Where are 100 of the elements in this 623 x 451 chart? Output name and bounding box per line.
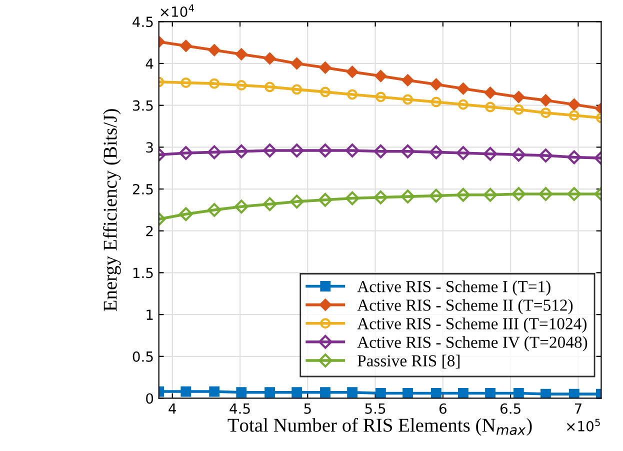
point	[180, 78, 192, 88]
point	[290, 58, 303, 70]
point	[236, 387, 247, 398]
point	[178, 146, 193, 160]
point	[513, 388, 524, 398]
legend-label: Passive RIS [8]	[358, 354, 460, 369]
point	[292, 387, 302, 398]
point	[180, 386, 192, 397]
point	[430, 96, 442, 108]
point	[429, 145, 444, 160]
legend-label: Active RIS - Scheme I (T=1)	[357, 280, 550, 296]
point	[538, 148, 553, 162]
point	[375, 388, 386, 398]
y-tick-label: 4	[146, 58, 154, 69]
point	[345, 191, 360, 206]
x-tick-label: 4.5	[230, 404, 250, 414]
x-tick-label: 5.5	[365, 404, 386, 414]
point	[458, 99, 468, 110]
point	[485, 102, 496, 112]
x-tick-label: 4	[168, 404, 176, 414]
y-tick-label: 4.5	[132, 16, 153, 28]
point	[374, 70, 387, 82]
point	[207, 203, 222, 217]
legend-label: Active RIS - Scheme II (T=512)	[357, 299, 573, 314]
point	[430, 388, 442, 398]
point	[483, 188, 498, 202]
legend-label: Active RIS - Scheme III (T=1024)	[357, 318, 586, 333]
point	[345, 144, 360, 158]
point	[402, 94, 413, 105]
point	[236, 80, 247, 90]
point	[209, 386, 220, 397]
point	[484, 86, 496, 99]
point	[207, 145, 222, 160]
point	[320, 86, 330, 98]
point	[318, 192, 332, 207]
point	[209, 78, 220, 89]
point	[567, 150, 582, 164]
point	[180, 40, 192, 52]
x-tick-label: 5	[304, 404, 311, 414]
point	[458, 388, 468, 398]
x-tick-label: 6.5	[500, 403, 520, 414]
y-tick-label: 3.5	[132, 100, 153, 111]
point	[540, 108, 551, 118]
x-tick-label: 6	[439, 403, 446, 414]
point	[400, 144, 415, 158]
point	[568, 388, 580, 398]
point	[483, 146, 498, 161]
x-tick-label: 7	[574, 404, 582, 414]
point	[347, 387, 358, 398]
point	[512, 148, 526, 162]
point	[430, 78, 442, 90]
legend-label: Active RIS - Scheme IV (T=2048)	[357, 336, 588, 352]
point	[318, 144, 332, 158]
point	[208, 44, 220, 56]
point	[512, 187, 526, 201]
text: ×10$^{4}$	[160, 4, 194, 17]
point	[540, 388, 551, 398]
point	[485, 388, 496, 398]
point	[235, 48, 248, 60]
point	[568, 110, 580, 121]
point	[290, 144, 304, 158]
point	[320, 387, 330, 398]
point	[457, 82, 470, 95]
point	[347, 89, 358, 100]
point	[262, 197, 277, 212]
point	[513, 104, 524, 115]
point	[374, 190, 388, 204]
point	[375, 92, 386, 102]
y-tick-label: 2	[146, 226, 153, 236]
x-axis-title: Total Number of RIS Elements (N$_{max}$)	[228, 418, 532, 436]
point	[292, 84, 302, 95]
point	[538, 187, 553, 201]
point	[567, 187, 582, 201]
point	[262, 144, 277, 158]
y-tick-label: 0.5	[132, 351, 153, 362]
point	[400, 190, 415, 204]
point	[512, 91, 525, 103]
point	[234, 144, 248, 158]
point	[264, 82, 275, 92]
point	[402, 388, 413, 398]
point	[264, 387, 275, 398]
point	[178, 207, 193, 222]
y-tick-label: 0	[146, 393, 154, 404]
point	[540, 94, 552, 106]
point	[264, 52, 276, 64]
point	[402, 74, 414, 86]
y-tick-label: 1	[146, 310, 153, 320]
y-axis-title: Energy Efficiency (Bits/J)	[102, 109, 121, 312]
point	[456, 188, 470, 202]
point	[568, 98, 580, 110]
point	[346, 66, 358, 78]
point	[234, 200, 248, 214]
y-tick-label: 1.5	[133, 268, 153, 278]
y-tick-label: 3	[146, 142, 153, 153]
y-tick-label: 2.5	[132, 184, 153, 194]
text: ×10$^{5}$	[566, 418, 600, 432]
point	[429, 188, 444, 203]
point	[374, 144, 388, 158]
point	[456, 146, 470, 160]
point	[319, 62, 332, 74]
